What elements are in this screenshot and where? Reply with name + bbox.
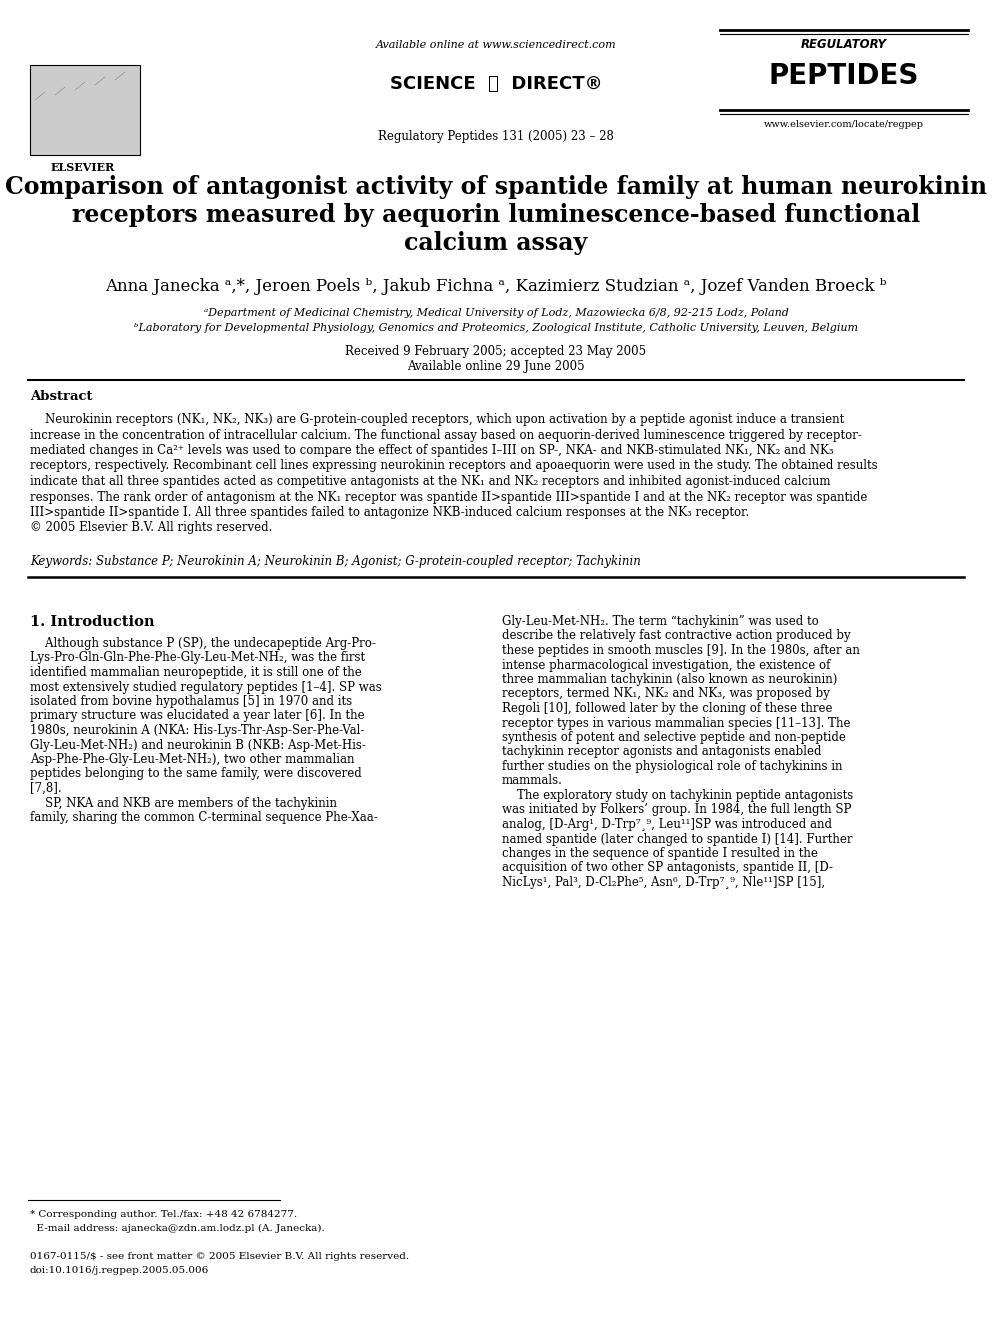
Text: receptors, respectively. Recombinant cell lines expressing neurokinin receptors : receptors, respectively. Recombinant cel… bbox=[30, 459, 878, 472]
Text: receptor types in various mammalian species [11–13]. The: receptor types in various mammalian spec… bbox=[502, 717, 850, 729]
Text: NicLys¹, Pal³, D-Cl₂Phe⁵, Asn⁶, D-Trp⁷¸⁹, Nle¹¹]SP [15],: NicLys¹, Pal³, D-Cl₂Phe⁵, Asn⁶, D-Trp⁷¸⁹… bbox=[502, 876, 825, 889]
Text: 0167-0115/$ - see front matter © 2005 Elsevier B.V. All rights reserved.: 0167-0115/$ - see front matter © 2005 El… bbox=[30, 1252, 409, 1261]
Text: these peptides in smooth muscles [9]. In the 1980s, after an: these peptides in smooth muscles [9]. In… bbox=[502, 644, 860, 658]
Text: Regulatory Peptides 131 (2005) 23 – 28: Regulatory Peptides 131 (2005) 23 – 28 bbox=[378, 130, 614, 143]
Text: REGULATORY: REGULATORY bbox=[801, 38, 887, 52]
Text: Available online at www.sciencedirect.com: Available online at www.sciencedirect.co… bbox=[376, 40, 616, 50]
Text: receptors, termed NK₁, NK₂ and NK₃, was proposed by: receptors, termed NK₁, NK₂ and NK₃, was … bbox=[502, 688, 830, 700]
Text: Anna Janecka ᵃ,*, Jeroen Poels ᵇ, Jakub Fichna ᵃ, Kazimierz Studzian ᵃ, Jozef Va: Anna Janecka ᵃ,*, Jeroen Poels ᵇ, Jakub … bbox=[105, 278, 887, 295]
Text: identified mammalian neuropeptide, it is still one of the: identified mammalian neuropeptide, it is… bbox=[30, 665, 362, 679]
Text: calcium assay: calcium assay bbox=[405, 232, 587, 255]
Text: further studies on the physiological role of tachykinins in: further studies on the physiological rol… bbox=[502, 759, 842, 773]
Text: Although substance P (SP), the undecapeptide Arg-Pro-: Although substance P (SP), the undecapep… bbox=[30, 636, 376, 650]
Text: Lys-Pro-Gln-Gln-Phe-Phe-Gly-Leu-Met-NH₂, was the first: Lys-Pro-Gln-Gln-Phe-Phe-Gly-Leu-Met-NH₂,… bbox=[30, 651, 365, 664]
Text: mediated changes in Ca²⁺ levels was used to compare the effect of spantides I–II: mediated changes in Ca²⁺ levels was used… bbox=[30, 445, 833, 456]
Text: III>spantide II>spantide I. All three spantides failed to antagonize NKB-induced: III>spantide II>spantide I. All three sp… bbox=[30, 505, 749, 519]
Text: E-mail address: ajanecka@zdn.am.lodz.pl (A. Janecka).: E-mail address: ajanecka@zdn.am.lodz.pl … bbox=[30, 1224, 324, 1233]
Text: acquisition of two other SP antagonists, spantide II, [D-: acquisition of two other SP antagonists,… bbox=[502, 861, 833, 875]
Text: Abstract: Abstract bbox=[30, 390, 92, 404]
Text: Neurokinin receptors (NK₁, NK₂, NK₃) are G-protein-coupled receptors, which upon: Neurokinin receptors (NK₁, NK₂, NK₃) are… bbox=[30, 413, 844, 426]
Text: mammals.: mammals. bbox=[502, 774, 562, 787]
Text: Comparison of antagonist activity of spantide family at human neurokinin: Comparison of antagonist activity of spa… bbox=[5, 175, 987, 198]
Text: describe the relatively fast contractive action produced by: describe the relatively fast contractive… bbox=[502, 630, 850, 643]
Text: tachykinin receptor agonists and antagonists enabled: tachykinin receptor agonists and antagon… bbox=[502, 745, 821, 758]
Text: isolated from bovine hypothalamus [5] in 1970 and its: isolated from bovine hypothalamus [5] in… bbox=[30, 695, 352, 708]
Text: © 2005 Elsevier B.V. All rights reserved.: © 2005 Elsevier B.V. All rights reserved… bbox=[30, 521, 273, 534]
Text: indicate that all three spantides acted as competitive antagonists at the NK₁ an: indicate that all three spantides acted … bbox=[30, 475, 830, 488]
Text: family, sharing the common C-terminal sequence Phe-Xaa-: family, sharing the common C-terminal se… bbox=[30, 811, 378, 824]
Text: 1980s, neurokinin A (NKA: His-Lys-Thr-Asp-Ser-Phe-Val-: 1980s, neurokinin A (NKA: His-Lys-Thr-As… bbox=[30, 724, 364, 737]
Text: intense pharmacological investigation, the existence of: intense pharmacological investigation, t… bbox=[502, 659, 830, 672]
Text: changes in the sequence of spantide I resulted in the: changes in the sequence of spantide I re… bbox=[502, 847, 817, 860]
Text: primary structure was elucidated a year later [6]. In the: primary structure was elucidated a year … bbox=[30, 709, 365, 722]
Text: peptides belonging to the same family, were discovered: peptides belonging to the same family, w… bbox=[30, 767, 362, 781]
Text: most extensively studied regulatory peptides [1–4]. SP was: most extensively studied regulatory pept… bbox=[30, 680, 382, 693]
Text: was initiated by Folkers’ group. In 1984, the full length SP: was initiated by Folkers’ group. In 1984… bbox=[502, 803, 851, 816]
Text: SCIENCE  ⓓ  DIRECT®: SCIENCE ⓓ DIRECT® bbox=[390, 75, 602, 93]
Text: three mammalian tachykinin (also known as neurokinin): three mammalian tachykinin (also known a… bbox=[502, 673, 837, 687]
Text: doi:10.1016/j.regpep.2005.05.006: doi:10.1016/j.regpep.2005.05.006 bbox=[30, 1266, 209, 1275]
Text: The exploratory study on tachykinin peptide antagonists: The exploratory study on tachykinin pept… bbox=[502, 789, 853, 802]
Text: [7,8].: [7,8]. bbox=[30, 782, 62, 795]
Text: PEPTIDES: PEPTIDES bbox=[769, 62, 920, 90]
Text: Gly-Leu-Met-NH₂) and neurokinin B (NKB: Asp-Met-His-: Gly-Leu-Met-NH₂) and neurokinin B (NKB: … bbox=[30, 738, 366, 751]
Text: ᵃDepartment of Medicinal Chemistry, Medical University of Lodz, Mazowiecka 6/8, : ᵃDepartment of Medicinal Chemistry, Medi… bbox=[203, 308, 789, 318]
Text: * Corresponding author. Tel./fax: +48 42 6784277.: * Corresponding author. Tel./fax: +48 42… bbox=[30, 1211, 298, 1218]
Text: 1. Introduction: 1. Introduction bbox=[30, 615, 155, 628]
Text: Regoli [10], followed later by the cloning of these three: Regoli [10], followed later by the cloni… bbox=[502, 703, 832, 714]
Text: ELSEVIER: ELSEVIER bbox=[51, 161, 115, 173]
Text: receptors measured by aequorin luminescence-based functional: receptors measured by aequorin luminesce… bbox=[71, 202, 921, 228]
Text: responses. The rank order of antagonism at the NK₁ receptor was spantide II>span: responses. The rank order of antagonism … bbox=[30, 491, 867, 504]
Text: analog, [D-Arg¹, D-Trp⁷¸⁹, Leu¹¹]SP was introduced and: analog, [D-Arg¹, D-Trp⁷¸⁹, Leu¹¹]SP was … bbox=[502, 818, 832, 831]
Text: Available online 29 June 2005: Available online 29 June 2005 bbox=[407, 360, 585, 373]
Text: Received 9 February 2005; accepted 23 May 2005: Received 9 February 2005; accepted 23 Ma… bbox=[345, 345, 647, 359]
Text: Keywords: Substance P; Neurokinin A; Neurokinin B; Agonist; G-protein-coupled re: Keywords: Substance P; Neurokinin A; Neu… bbox=[30, 556, 641, 568]
Text: Asp-Phe-Phe-Gly-Leu-Met-NH₂), two other mammalian: Asp-Phe-Phe-Gly-Leu-Met-NH₂), two other … bbox=[30, 753, 354, 766]
Text: increase in the concentration of intracellular calcium. The functional assay bas: increase in the concentration of intrace… bbox=[30, 429, 862, 442]
Text: Gly-Leu-Met-NH₂. The term “tachykinin” was used to: Gly-Leu-Met-NH₂. The term “tachykinin” w… bbox=[502, 615, 818, 628]
Text: synthesis of potent and selective peptide and non-peptide: synthesis of potent and selective peptid… bbox=[502, 732, 846, 744]
Bar bbox=[30, 65, 140, 155]
Text: SP, NKA and NKB are members of the tachykinin: SP, NKA and NKB are members of the tachy… bbox=[30, 796, 337, 810]
Text: ᵇLaboratory for Developmental Physiology, Genomics and Proteomics, Zoological In: ᵇLaboratory for Developmental Physiology… bbox=[134, 323, 858, 333]
Text: named spantide (later changed to spantide I) [14]. Further: named spantide (later changed to spantid… bbox=[502, 832, 852, 845]
Text: www.elsevier.com/locate/regpep: www.elsevier.com/locate/regpep bbox=[764, 120, 924, 130]
